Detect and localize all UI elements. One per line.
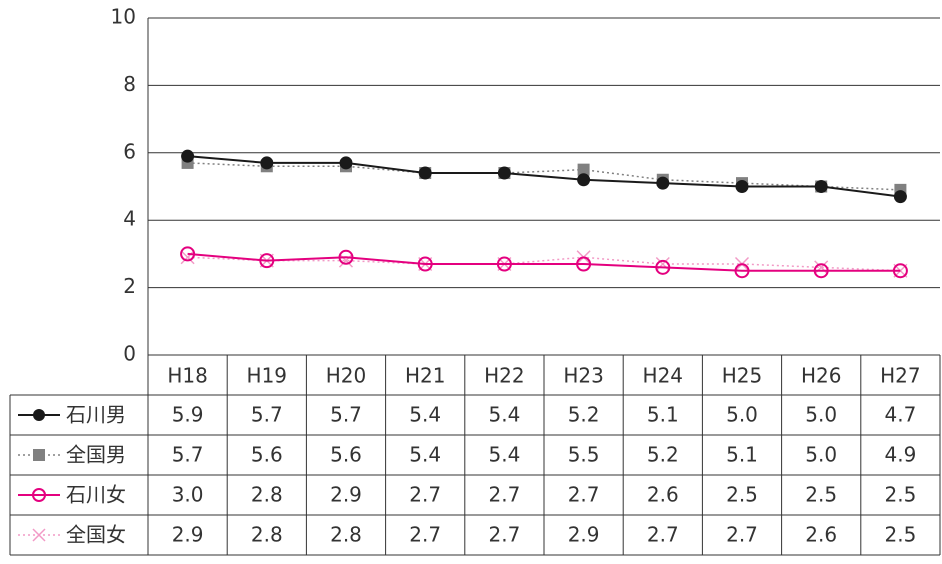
table-value: 4.7 [884,403,916,427]
marker [892,263,908,279]
marker [656,176,670,190]
table-value: 2.7 [568,483,600,507]
y-tick-label: 8 [123,72,136,96]
marker [338,253,354,268]
y-tick-label: 10 [111,5,136,29]
table-value: 5.7 [172,443,204,467]
x-tick-label: H19 [247,364,288,388]
table-value: 2.7 [488,523,520,547]
legend-marker [33,449,45,461]
table-value: 2.6 [647,483,679,507]
table-value: 2.5 [884,483,916,507]
table-value: 5.2 [568,403,600,427]
y-tick-label: 2 [123,274,136,298]
table-value: 2.8 [251,483,283,507]
marker [577,173,591,187]
x-tick-label: H25 [722,364,763,388]
marker [417,256,433,272]
table-value: 2.7 [409,523,441,547]
marker [496,256,512,272]
y-tick-label: 0 [123,342,136,366]
marker [339,156,353,170]
series-line [187,252,901,272]
marker [734,263,750,279]
legend-label: 全国男 [66,443,126,467]
marker [814,180,828,193]
marker [338,249,354,265]
table-value: 5.4 [409,403,441,427]
table-value: 2.6 [805,523,837,547]
marker [655,259,671,275]
y-tick-label: 4 [123,207,136,231]
marker [418,166,432,180]
series-line [187,155,901,198]
table-value: 5.0 [805,443,837,467]
series-line [187,162,901,191]
table-value: 5.9 [172,403,204,427]
marker [180,246,196,262]
table-value: 5.7 [251,403,283,427]
table-value: 5.0 [805,403,837,427]
table-value: 2.7 [647,523,679,547]
legend-label: 石川男 [66,403,126,427]
legend-marker [33,409,45,421]
table-value: 5.2 [647,443,679,467]
legend-label: 石川女 [66,483,126,507]
x-tick-label: H26 [801,364,842,388]
table-value: 2.5 [726,483,758,507]
x-tick-label: H27 [880,364,921,388]
marker [259,253,275,269]
series-line [187,256,901,272]
table-value: 5.0 [726,403,758,427]
table-value: 3.0 [172,483,204,507]
marker [181,149,195,163]
x-tick-label: H20 [326,364,367,388]
marker [893,190,907,204]
table-value: 2.8 [251,523,283,547]
table-value: 2.9 [172,523,204,547]
marker [577,163,590,176]
x-tick-label: H18 [167,364,208,388]
legend-marker [32,528,46,542]
marker [576,256,592,272]
marker [813,263,829,279]
table-value: 2.8 [330,523,362,547]
table-value: 2.9 [330,483,362,507]
table-value: 5.1 [647,403,679,427]
x-tick-label: H21 [405,364,446,388]
table-value: 5.1 [726,443,758,467]
table-value: 5.5 [568,443,600,467]
table-value: 2.7 [409,483,441,507]
table-value: 2.9 [568,523,600,547]
x-tick-label: H24 [643,364,684,388]
y-tick-label: 6 [123,139,136,163]
marker [497,166,511,180]
table-value: 2.5 [884,523,916,547]
table-value: 5.4 [488,403,520,427]
table-value: 5.4 [488,443,520,467]
table-value: 5.6 [251,443,283,467]
table-value: 2.7 [726,523,758,547]
marker [260,156,274,170]
marker [180,250,195,265]
legend-label: 全国女 [66,523,126,547]
table-value: 5.7 [330,403,362,427]
table-value: 2.5 [805,483,837,507]
marker [735,180,749,193]
table-value: 4.9 [884,443,916,467]
legend-marker [32,488,46,502]
table-value: 2.7 [488,483,520,507]
table-value: 5.6 [330,443,362,467]
x-tick-label: H23 [563,364,604,388]
table-value: 5.4 [409,443,441,467]
x-tick-label: H22 [484,364,525,388]
